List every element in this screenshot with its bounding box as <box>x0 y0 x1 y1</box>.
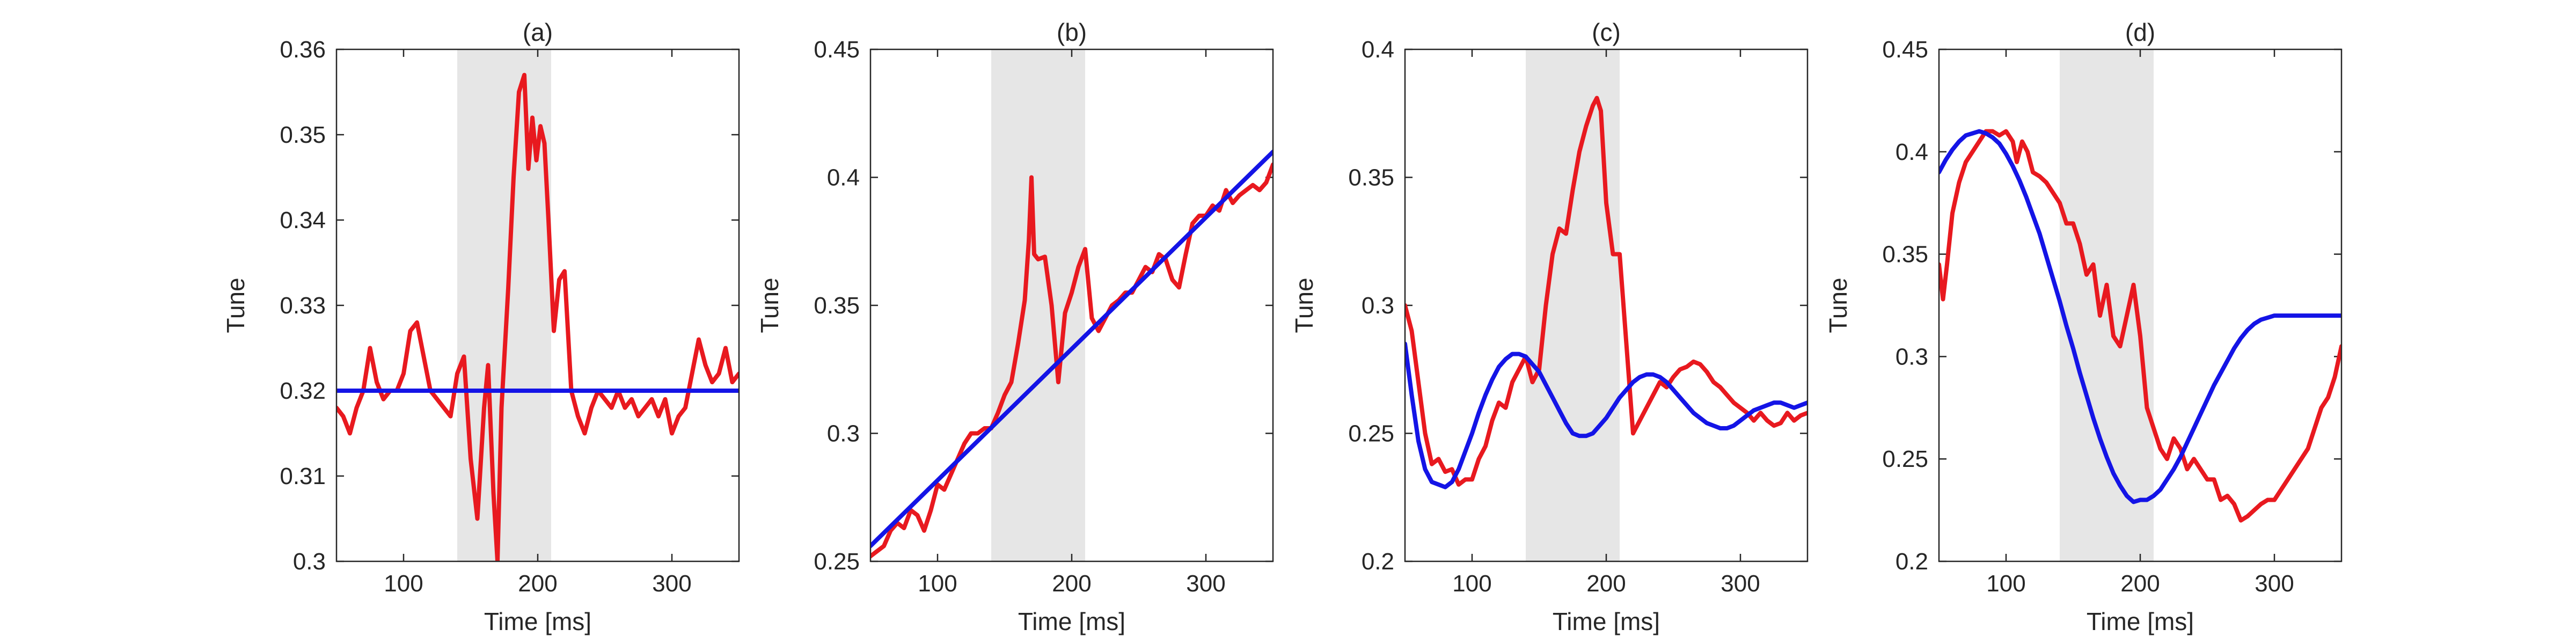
series-line-fit <box>870 149 1273 548</box>
axes-box <box>1404 48 1809 562</box>
x-tick-labels: 100 200 300 <box>384 570 691 597</box>
x-tick-label: 200 <box>1052 570 1091 597</box>
x-tick-label: 100 <box>384 570 423 597</box>
x-tick-labels: 100 200 300 <box>918 570 1225 597</box>
series-line-measured <box>1939 129 2341 523</box>
subplot-c: (c) Time [ms] Tune 100 200 300 0.20.250.30… <box>1290 18 1809 635</box>
subplot-b: (b) Time [ms] Tune 100 200 300 0.25 0.3 0.35… <box>756 18 1274 635</box>
y-tick-label: 0.3 <box>1896 343 1928 370</box>
shaded-interval <box>991 49 1085 561</box>
plot-lines <box>336 72 739 561</box>
y-tick-labels: 0.2 0.25 0.3 0.35 0.4 <box>1348 36 1394 575</box>
x-axis-label: Time [ms] <box>2087 608 2194 635</box>
y-axis-label: Tune <box>756 277 784 333</box>
y-tick-label: 0.35 <box>1348 165 1394 191</box>
y-tick-label: 0.3 <box>293 548 326 575</box>
x-tick-labels: 100 200 300 <box>1452 570 1760 597</box>
x-axis-label: Time [ms] <box>1018 608 1125 635</box>
x-tick-label: 200 <box>518 570 557 597</box>
x-tick-label: 100 <box>918 570 957 597</box>
series-line-measured <box>336 72 739 561</box>
y-tick-label: 0.25 <box>814 548 860 575</box>
y-tick-label: 0.4 <box>1362 36 1394 63</box>
y-tick-label: 0.34 <box>280 207 326 233</box>
y-tick-labels: 0.25 0.3 0.35 0.4 0.45 <box>814 36 860 575</box>
y-tick-label: 0.25 <box>1882 446 1928 472</box>
series-line-fit <box>1405 341 1807 489</box>
x-tick-labels: 100 200 300 <box>1986 570 2294 597</box>
axes-box <box>869 48 1274 562</box>
y-axis-label: Tune <box>1290 277 1318 333</box>
shaded-interval <box>1526 49 1620 561</box>
y-tick-label: 0.35 <box>280 122 326 148</box>
subplot-title: (c) <box>1592 18 1621 46</box>
y-tick-label: 0.32 <box>280 378 326 404</box>
x-tick-label: 300 <box>1186 570 1225 597</box>
y-tick-label: 0.3 <box>1362 292 1394 319</box>
y-tick-label: 0.2 <box>1362 548 1394 575</box>
subplot-a: (a) Time [ms] Tune 100 200 300 0.3 0.31 0.32… <box>222 18 740 635</box>
y-tick-label: 0.31 <box>280 463 326 489</box>
y-tick-label: 0.2 <box>1896 548 1928 575</box>
x-tick-label: 100 <box>1986 570 2025 597</box>
series-line-measured <box>1405 96 1807 487</box>
subplot-title: (b) <box>1057 18 1087 46</box>
plot-lines <box>1405 96 1807 489</box>
y-tick-labels: 0.3 0.31 0.32 0.33 0.34 0.35 0.36 <box>280 36 326 575</box>
y-tick-label: 0.33 <box>280 292 326 319</box>
y-axis-label: Tune <box>1824 277 1852 333</box>
series-line-fit <box>1939 129 2341 504</box>
y-tick-label: 0.4 <box>1896 139 1928 165</box>
plot-lines <box>1939 129 2341 523</box>
y-tick-label: 0.45 <box>1882 36 1928 63</box>
y-tick-labels: 0.2 0.25 0.3 0.35 0.4 0.45 <box>1882 36 1928 575</box>
x-tick-label: 300 <box>652 570 691 597</box>
y-tick-label: 0.45 <box>814 36 860 63</box>
y-tick-label: 0.35 <box>1882 241 1928 268</box>
subplot-title: (a) <box>523 18 553 46</box>
x-tick-label: 100 <box>1452 570 1491 597</box>
y-tick-label: 0.25 <box>1348 421 1394 447</box>
x-tick-label: 200 <box>2120 570 2160 597</box>
shaded-interval <box>2060 49 2154 561</box>
x-tick-label: 300 <box>1721 570 1760 597</box>
y-tick-label: 0.3 <box>827 421 860 447</box>
y-axis-label: Tune <box>222 277 250 333</box>
y-tick-label: 0.35 <box>814 292 860 319</box>
plot-lines <box>870 149 1273 559</box>
series-line-measured <box>870 162 1273 559</box>
shaded-interval <box>457 49 551 561</box>
axes-box <box>335 48 740 562</box>
subplot-title: (d) <box>2125 18 2155 46</box>
x-axis-label: Time [ms] <box>1553 608 1660 635</box>
x-axis-label: Time [ms] <box>484 608 591 635</box>
x-tick-label: 200 <box>1586 570 1626 597</box>
axes-box <box>1938 48 2343 562</box>
y-tick-label: 0.4 <box>827 165 860 191</box>
y-tick-label: 0.36 <box>280 36 326 63</box>
subplot-d: (d) Time [ms] Tune 100 200 300 0.20.250.30… <box>1824 18 2343 635</box>
x-tick-label: 300 <box>2255 570 2294 597</box>
